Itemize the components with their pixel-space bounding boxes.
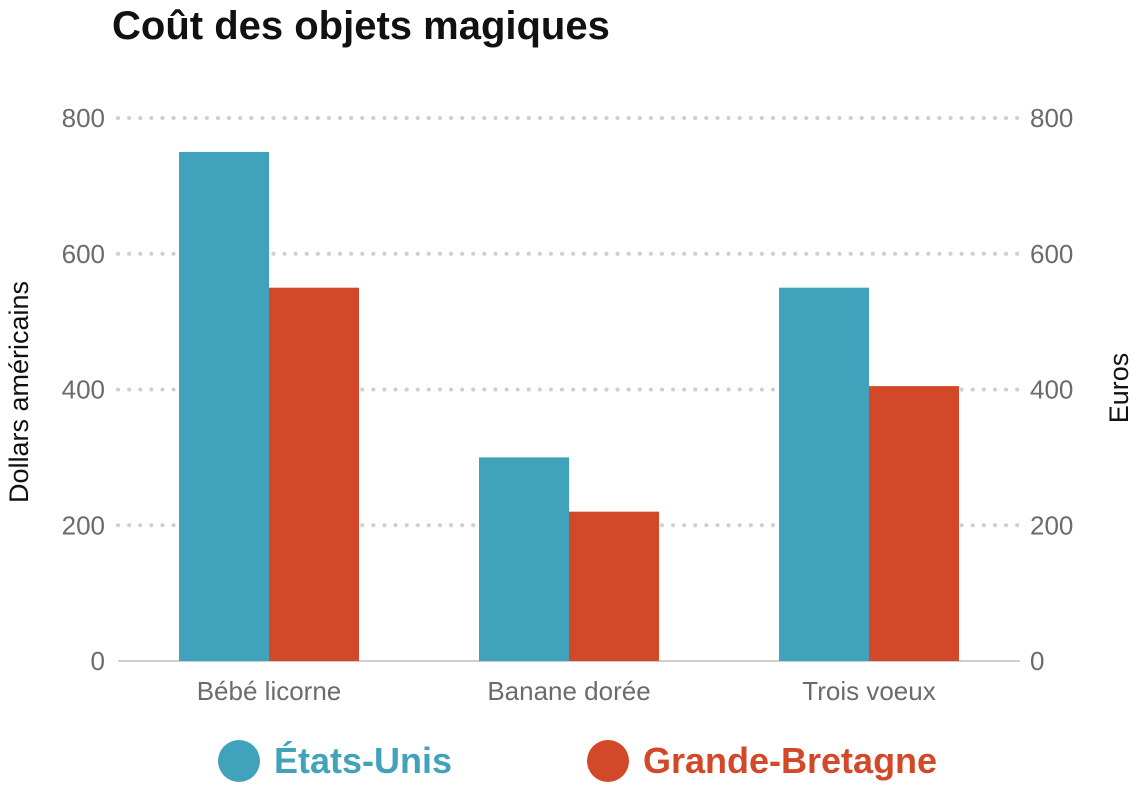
legend-label-etats-unis: États-Unis (274, 740, 453, 781)
bar (179, 151, 269, 661)
y2-tick-label: 200 (1030, 510, 1073, 540)
y-tick-label: 0 (91, 646, 105, 676)
y2-tick-label: 800 (1030, 103, 1073, 133)
bar (269, 287, 359, 661)
legend-swatch-etats-unis (218, 740, 260, 782)
bar (869, 386, 959, 661)
bar (569, 511, 659, 661)
bar (779, 287, 869, 661)
chart-title: Coût des objets magiques (112, 4, 610, 48)
x-tick-label: Banane dorée (487, 676, 650, 706)
chart-legend: États-Unis Grande-Bretagne (0, 740, 1138, 790)
y-tick-label: 800 (62, 103, 105, 133)
bar (479, 457, 569, 661)
legend-swatch-grande-bretagne (587, 740, 629, 782)
y2-tick-label: 600 (1030, 239, 1073, 269)
legend-label-grande-bretagne: Grande-Bretagne (643, 740, 938, 781)
y2-axis-label: Euros (1104, 353, 1134, 424)
legend-item-etats-unis: États-Unis (218, 740, 452, 782)
y-axis-label: Dollars américains (4, 281, 34, 503)
y-tick-label: 200 (62, 510, 105, 540)
y2-tick-label: 400 (1030, 375, 1073, 405)
y2-tick-label: 0 (1030, 646, 1044, 676)
x-tick-label: Bébé licorne (197, 676, 342, 706)
y-tick-label: 600 (62, 239, 105, 269)
x-tick-label: Trois voeux (802, 676, 935, 706)
y-tick-label: 400 (62, 375, 105, 405)
legend-item-grande-bretagne: Grande-Bretagne (587, 740, 937, 782)
